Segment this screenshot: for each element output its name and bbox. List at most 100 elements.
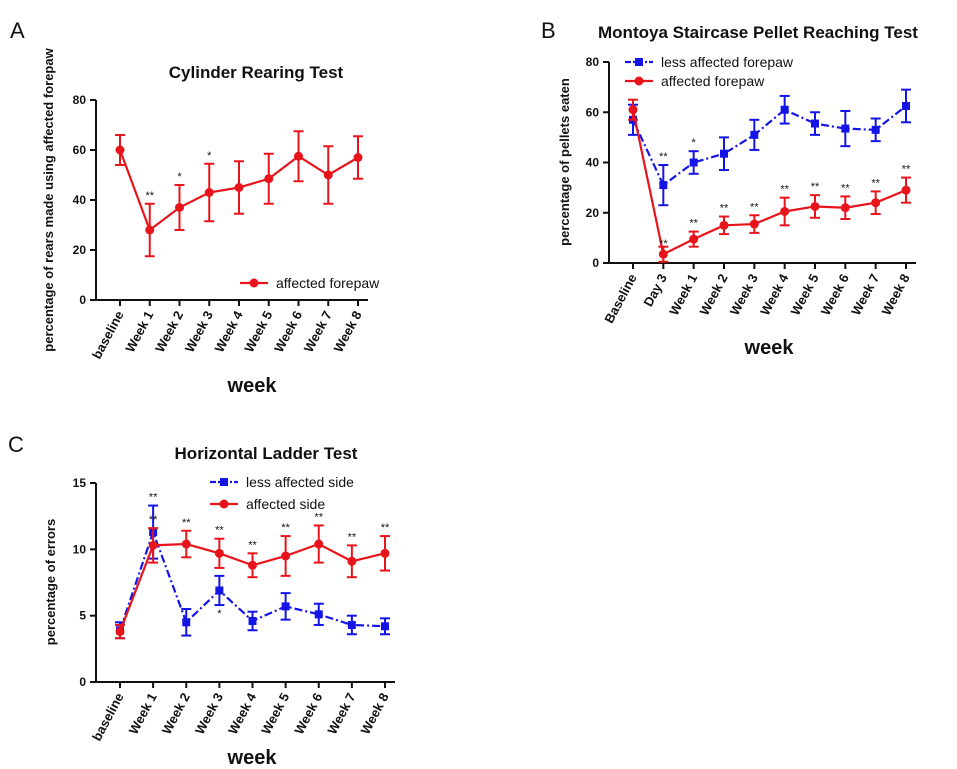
data-point — [347, 557, 356, 566]
panel-c: C Horizontal Ladder Test percentage of e… — [8, 432, 395, 769]
significance-label: * — [177, 171, 182, 183]
panel-c-y-axis-title: percentage of errors — [43, 519, 58, 645]
data-point — [629, 105, 638, 114]
data-point — [689, 235, 698, 244]
data-point — [750, 131, 758, 139]
x-tick-label: baseline — [89, 690, 127, 743]
data-point — [381, 549, 390, 558]
y-tick-label: 5 — [79, 609, 86, 623]
panel-letter-c: C — [8, 432, 24, 457]
x-tick-label: Week 6 — [291, 690, 325, 736]
significance-label: ** — [381, 522, 390, 534]
legend-marker — [635, 77, 644, 86]
y-tick-label: 20 — [73, 243, 87, 257]
data-point — [781, 106, 789, 114]
legend-marker — [250, 279, 259, 288]
x-tick-label: Week 3 — [192, 690, 226, 736]
data-point — [871, 198, 880, 207]
significance-label: ** — [689, 218, 698, 230]
panel-b-y-axis-title: percentage of pellets eaten — [557, 78, 572, 246]
data-point — [872, 126, 880, 134]
panel-letter-b: B — [541, 18, 556, 43]
data-point — [780, 207, 789, 216]
data-point — [750, 220, 759, 229]
y-tick-label: 60 — [73, 143, 87, 157]
legend-label: affected forepaw — [276, 275, 380, 291]
x-tick-label: Week 3 — [727, 271, 761, 317]
significance-label: ** — [182, 517, 191, 529]
data-point — [720, 221, 729, 230]
significance-label: ** — [720, 203, 729, 215]
panel-a: A Cylinder Rearing Test percentage of re… — [10, 18, 380, 397]
data-point — [902, 186, 911, 195]
x-tick-label: Week 5 — [787, 271, 821, 317]
x-tick-label: Week 2 — [159, 690, 193, 736]
panel-a-title: Cylinder Rearing Test — [169, 63, 344, 82]
significance-label: ** — [145, 190, 154, 202]
y-tick-label: 80 — [73, 93, 87, 107]
panel-a-y-axis-title: percentage of rears made using affected … — [41, 47, 56, 351]
legend-label: affected side — [246, 496, 325, 512]
x-tick-label: Week 6 — [818, 271, 852, 317]
series-line — [633, 110, 906, 254]
y-tick-label: 20 — [586, 206, 600, 220]
significance-label: * — [692, 137, 697, 149]
panel-b-title: Montoya Staircase Pellet Reaching Test — [598, 23, 918, 42]
y-tick-label: 40 — [73, 193, 87, 207]
significance-label: ** — [659, 151, 668, 163]
x-tick-label: Week 2 — [696, 271, 730, 317]
panel-b: B Montoya Staircase Pellet Reaching Test… — [541, 18, 918, 359]
panel-c-title: Horizontal Ladder Test — [175, 444, 358, 463]
significance-label: * — [217, 608, 222, 620]
data-point — [324, 171, 333, 180]
data-point — [182, 618, 190, 626]
data-point — [294, 152, 303, 161]
data-point — [902, 102, 910, 110]
y-tick-label: 0 — [592, 256, 599, 270]
significance-label: ** — [215, 525, 224, 537]
data-point — [248, 561, 257, 570]
significance-label: ** — [902, 164, 911, 176]
y-tick-label: 60 — [586, 105, 600, 119]
data-point — [659, 250, 668, 259]
data-point — [282, 602, 290, 610]
data-point — [205, 188, 214, 197]
data-point — [720, 150, 728, 158]
x-tick-label: Day 3 — [640, 271, 670, 309]
panel-c-x-axis-title: week — [227, 747, 278, 769]
y-tick-label: 0 — [79, 675, 86, 689]
significance-label: ** — [841, 182, 850, 194]
data-point — [215, 586, 223, 594]
data-point — [249, 617, 257, 625]
data-point — [659, 181, 667, 189]
y-tick-label: 0 — [79, 293, 86, 307]
x-tick-label: Week 7 — [324, 690, 358, 736]
y-tick-label: 15 — [73, 476, 87, 490]
data-point — [811, 120, 819, 128]
significance-label: * — [207, 150, 212, 162]
x-tick-label: Week 1 — [666, 271, 700, 317]
data-point — [175, 203, 184, 212]
significance-label: ** — [248, 539, 257, 551]
data-point — [690, 159, 698, 167]
significance-label: ** — [281, 522, 290, 534]
data-point — [182, 540, 191, 549]
data-point — [841, 125, 849, 133]
legend-label: less affected side — [246, 474, 354, 490]
data-point — [235, 183, 244, 192]
data-point — [315, 610, 323, 618]
data-point — [841, 203, 850, 212]
panel-letter-a: A — [10, 18, 25, 43]
data-point — [314, 540, 323, 549]
data-point — [381, 622, 389, 630]
x-tick-label: Week 1 — [126, 690, 160, 736]
significance-label: ** — [314, 511, 323, 523]
significance-label: ** — [750, 201, 759, 213]
panel-b-x-axis-title: week — [744, 337, 795, 359]
legend-marker — [220, 500, 229, 509]
data-point — [354, 153, 363, 162]
data-point — [145, 226, 154, 235]
y-tick-label: 40 — [586, 156, 600, 170]
data-point — [149, 541, 158, 550]
data-point — [811, 202, 820, 211]
